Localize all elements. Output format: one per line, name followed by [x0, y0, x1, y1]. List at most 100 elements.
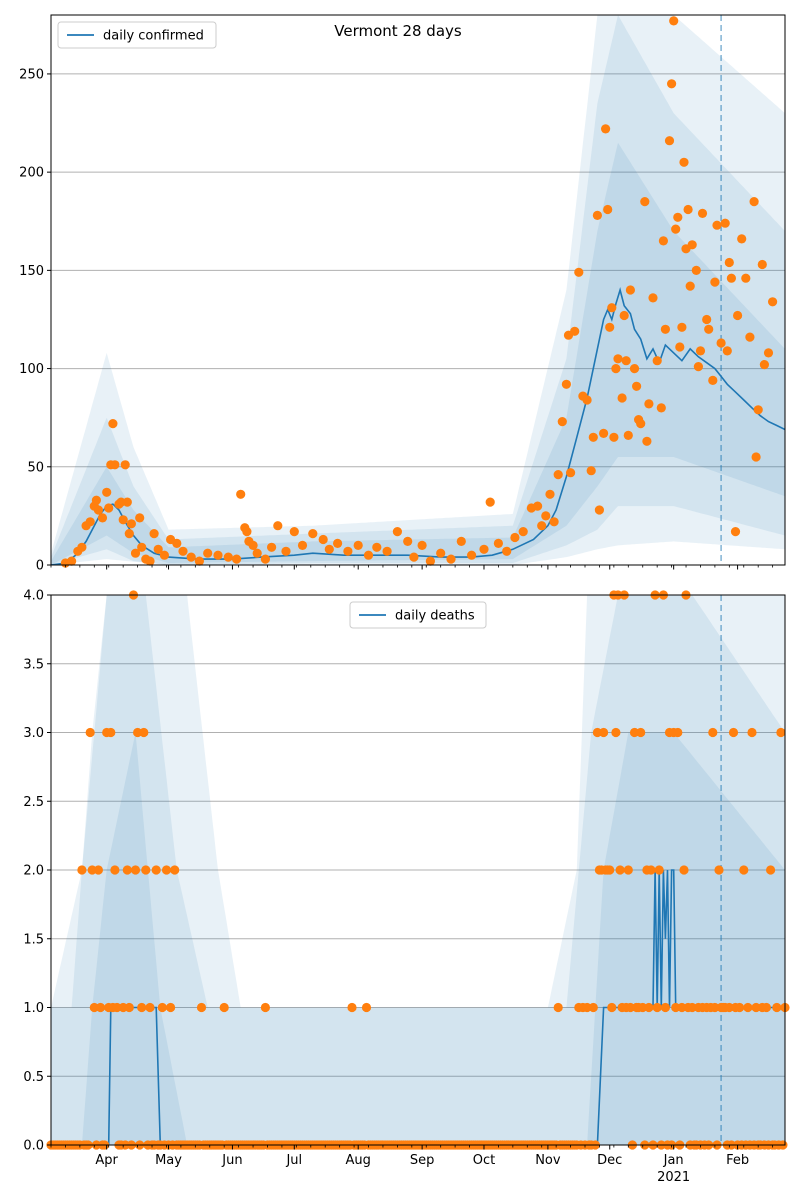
data-point	[714, 865, 724, 875]
data-point	[759, 360, 770, 370]
data-point	[260, 1002, 270, 1013]
data-point	[67, 556, 77, 566]
data-point	[510, 532, 520, 543]
data-point	[733, 310, 743, 321]
data-point	[126, 519, 136, 529]
data-point	[644, 1002, 654, 1013]
x-tick-label: Aug	[346, 1153, 371, 1168]
data-point	[621, 356, 631, 366]
data-point	[537, 521, 547, 531]
y-tick-label: 3.0	[23, 726, 44, 741]
data-point	[611, 364, 621, 374]
data-point	[425, 556, 435, 566]
data-point	[658, 236, 669, 246]
data-point	[685, 281, 695, 291]
data-point	[766, 865, 776, 875]
data-point	[677, 322, 687, 332]
data-point	[761, 1002, 772, 1013]
data-point	[636, 727, 646, 738]
data-point	[392, 527, 402, 537]
data-point	[702, 314, 712, 325]
data-point	[603, 204, 613, 215]
data-point	[170, 865, 180, 875]
axes-frame	[50, 14, 786, 566]
legend-box	[349, 601, 487, 629]
data-point	[588, 432, 598, 442]
data-point	[776, 727, 786, 738]
data-point	[93, 865, 103, 875]
data-point	[726, 273, 737, 283]
data-point	[629, 364, 640, 374]
legend-label: daily confirmed	[103, 29, 204, 44]
confidence-band	[51, 15, 785, 565]
data-point	[124, 529, 134, 539]
data-point	[605, 322, 615, 332]
data-point	[613, 354, 623, 364]
data-point	[232, 554, 242, 564]
data-point	[95, 1002, 106, 1013]
data-point	[382, 546, 392, 556]
data-point	[273, 521, 283, 531]
data-point	[97, 513, 108, 523]
data-point	[683, 204, 693, 215]
data-point	[660, 324, 671, 334]
data-point	[77, 865, 87, 875]
data-point	[196, 1002, 207, 1013]
data-point	[710, 277, 720, 287]
data-point	[611, 727, 621, 738]
data-point	[582, 395, 592, 405]
data-point	[757, 259, 767, 270]
data-point	[93, 505, 103, 515]
data-point	[605, 865, 615, 875]
data-point	[166, 1002, 176, 1013]
data-point	[308, 529, 318, 539]
data-point	[139, 727, 149, 738]
y-tick-label: 1.5	[23, 932, 44, 947]
data-point	[122, 497, 132, 507]
data-point	[749, 197, 759, 207]
series-line	[51, 287, 785, 565]
data-point	[679, 865, 689, 875]
x-tick-label: Apr	[95, 1153, 118, 1168]
data-point	[436, 548, 446, 558]
data-point	[592, 210, 603, 220]
data-point	[691, 265, 701, 275]
data-point	[623, 865, 633, 875]
data-point	[675, 342, 685, 352]
data-point	[664, 136, 675, 146]
data-point	[108, 419, 118, 429]
data-point	[739, 865, 749, 875]
data-point	[607, 303, 617, 313]
data-point	[151, 865, 161, 875]
legend-box	[57, 21, 217, 49]
data-point	[724, 257, 734, 268]
data-point	[728, 727, 739, 738]
data-point	[741, 273, 751, 283]
data-point	[673, 212, 683, 222]
data-point	[145, 556, 155, 566]
y-tick-label: 0.0	[23, 1139, 44, 1154]
data-point	[574, 267, 584, 277]
data-point	[135, 513, 145, 523]
x-tick-label: Jan	[663, 1153, 684, 1168]
data-point	[178, 546, 188, 556]
confirmed-panel: 0 50 100 150 200 250 daily confirmed	[19, 14, 786, 574]
data-point	[409, 552, 419, 562]
data-point	[553, 470, 563, 480]
data-point	[673, 727, 683, 738]
data-point	[625, 285, 636, 295]
data-point	[372, 542, 382, 552]
data-point	[652, 1002, 662, 1013]
data-point	[549, 517, 559, 527]
data-point	[77, 542, 87, 552]
y-tick-label: 2.0	[23, 864, 44, 879]
data-point	[281, 546, 291, 556]
data-point	[697, 208, 708, 218]
data-point	[353, 540, 363, 551]
y-tick-label: 200	[19, 166, 44, 181]
data-point	[632, 381, 642, 391]
data-point	[318, 534, 328, 545]
data-point	[586, 466, 596, 476]
data-point	[768, 297, 778, 307]
data-point	[85, 517, 95, 527]
